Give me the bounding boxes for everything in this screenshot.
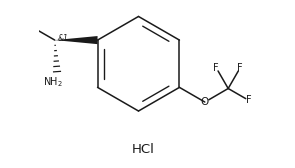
Text: &1: &1: [58, 34, 68, 44]
Text: F: F: [246, 95, 251, 105]
Text: NH$_2$: NH$_2$: [42, 76, 63, 90]
Text: O: O: [201, 97, 209, 107]
Text: F: F: [214, 63, 219, 73]
Text: F: F: [237, 63, 243, 73]
Text: HCl: HCl: [132, 143, 155, 156]
Polygon shape: [55, 36, 98, 44]
